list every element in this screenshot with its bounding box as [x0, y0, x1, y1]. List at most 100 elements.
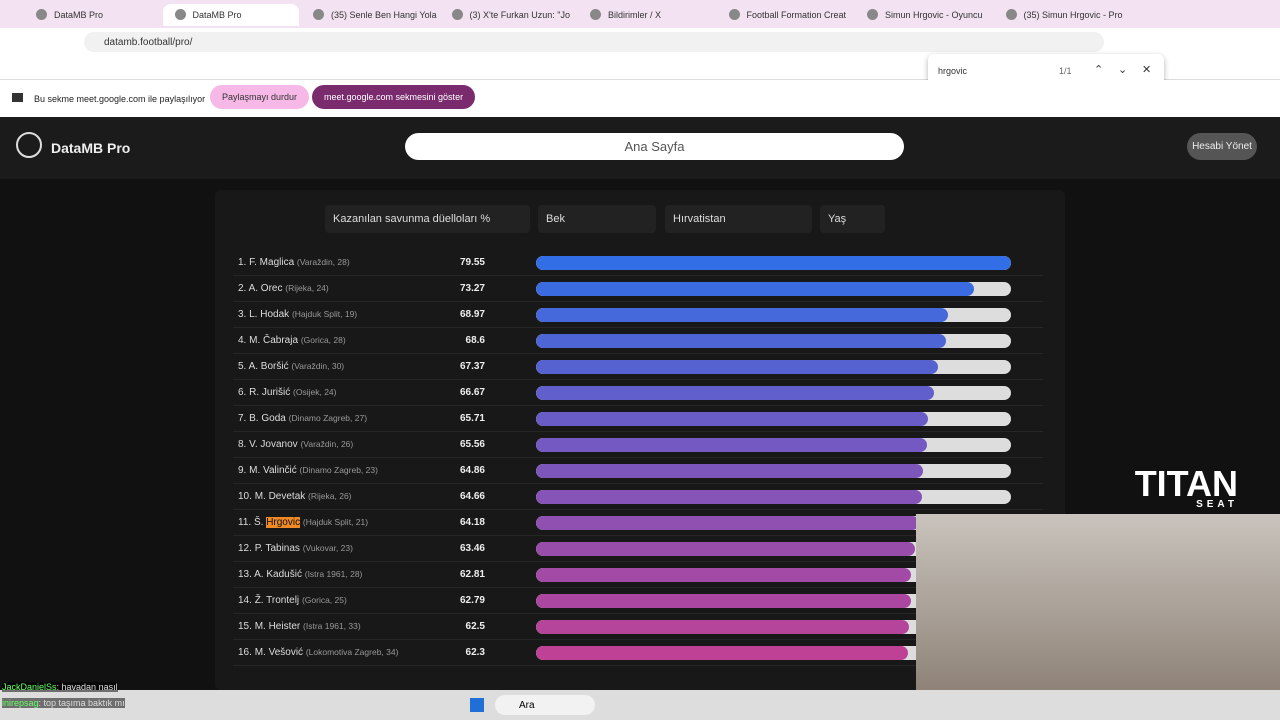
player-info: (Istra 1961, 33)	[303, 621, 361, 631]
player-name: A. Orec	[248, 283, 283, 294]
bar	[536, 256, 1011, 270]
find-next[interactable]: ⌄	[1118, 64, 1128, 76]
chat-message: : top taşıma baktık mı	[38, 698, 125, 708]
bar-track	[536, 620, 1011, 634]
rank: 11.	[238, 517, 252, 528]
webcam	[916, 514, 1280, 690]
stop-button[interactable]: Paylaşmayı durdur	[210, 85, 310, 109]
player-row[interactable]: 7. B. Goda (Dinamo Zagreb, 27) 65.71	[233, 406, 1043, 432]
player-info: (Dinamo Zagreb, 27)	[288, 413, 368, 423]
player-row[interactable]: 15. M. Heister (Istra 1961, 33) 62.5	[233, 614, 1043, 640]
player-label: 10. M. Devetak (Rijeka, 26)	[238, 491, 352, 502]
bar-track	[536, 646, 1011, 660]
share-text: Bu sekme meet.google.com ile paylaşılıyo…	[34, 94, 206, 104]
player-name: B. Goda	[249, 413, 286, 424]
rank: 15.	[238, 621, 252, 632]
find-count: 1/1	[1059, 66, 1072, 76]
find-prev[interactable]: ⌃	[1094, 64, 1104, 76]
start-button[interactable]	[470, 698, 484, 712]
bar	[536, 438, 928, 452]
account-button[interactable]: Hesabi Yönet	[1187, 133, 1257, 160]
player-row[interactable]: 10. M. Devetak (Rijeka, 26) 64.66	[233, 484, 1043, 510]
logo-sub: SEAT	[1196, 499, 1238, 510]
player-label: 11. Š. Hrgovic (Hajduk Split, 21)	[238, 517, 368, 528]
player-row[interactable]: 6. R. Jurišić (Osijek, 24) 66.67	[233, 380, 1043, 406]
player-value: 73.27	[459, 283, 485, 294]
bar	[536, 334, 946, 348]
tab[interactable]: (3) X'te Furkan Uzun: "Jo	[440, 4, 576, 26]
player-info: (Rijeka, 24)	[285, 283, 329, 293]
bar-track	[536, 568, 1011, 582]
brand[interactable]: DataMB Pro	[51, 140, 131, 156]
player-value: 62.3	[465, 647, 485, 658]
tab[interactable]: Football Formation Creat	[717, 4, 853, 26]
filter-dropdown[interactable]: Hırvatistan	[665, 205, 812, 233]
tab[interactable]: (35) Simun Hrgovic - Pro	[994, 4, 1130, 26]
player-row[interactable]: 3. L. Hodak (Hajduk Split, 19) 68.97	[233, 302, 1043, 328]
player-value: 63.46	[459, 543, 485, 554]
player-row[interactable]: 8. V. Jovanov (Varaždin, 26) 65.56	[233, 432, 1043, 458]
player-row[interactable]: 1. F. Maglica (Varaždin, 28) 79.55	[233, 250, 1043, 276]
player-label: 1. F. Maglica (Varaždin, 28)	[238, 257, 350, 268]
bar-track	[536, 334, 1011, 348]
bar-track	[536, 438, 1011, 452]
rank: 1.	[238, 257, 247, 268]
rank: 16.	[238, 647, 252, 658]
rank: 5.	[238, 361, 247, 372]
player-row[interactable]: 13. A. Kadušić (Istra 1961, 28) 62.81	[233, 562, 1043, 588]
bar-track	[536, 412, 1011, 426]
taskbar: Ara	[0, 690, 1280, 720]
show-button[interactable]: meet.google.com sekmesini göster	[312, 85, 476, 109]
bar-track	[536, 256, 1011, 270]
tab[interactable]: Bildirimler / X	[578, 4, 714, 26]
filter-dropdown[interactable]: Yaş	[820, 205, 885, 233]
player-row[interactable]: 16. M. Vešović (Lokomotiva Zagreb, 34) 62…	[233, 640, 1043, 666]
player-name: A. Kadušić	[254, 569, 302, 580]
player-row[interactable]: 12. P. Tabinas (Vukovar, 23) 63.46	[233, 536, 1043, 562]
tab[interactable]: DataMB Pro	[24, 4, 160, 26]
player-value: 66.67	[459, 387, 485, 398]
address-bar[interactable]: datamb.football/pro/	[84, 32, 1104, 52]
bar	[536, 412, 929, 426]
player-name: A. Boršić	[248, 361, 289, 372]
rank: 14.	[238, 595, 252, 606]
search-box[interactable]: Ana Sayfa	[405, 133, 904, 160]
player-label: 6. R. Jurišić (Osijek, 24)	[238, 387, 337, 398]
tab[interactable]: Simun Hrgovic - Oyuncu	[855, 4, 991, 26]
bar	[536, 516, 920, 530]
player-row[interactable]: 9. M. Valinčić (Dinamo Zagreb, 23) 64.86	[233, 458, 1043, 484]
filter-dropdown[interactable]: Bek	[538, 205, 656, 233]
player-row[interactable]: 4. M. Čabraja (Gorica, 28) 68.6	[233, 328, 1043, 354]
player-row[interactable]: 11. Š. Hrgovic (Hajduk Split, 21) 64.18	[233, 510, 1043, 536]
find-close[interactable]: ✕	[1142, 64, 1152, 76]
player-name: Ž. Trontelj	[254, 595, 300, 606]
find-query[interactable]: hrgovic	[938, 66, 968, 76]
taskbar-search[interactable]: Ara	[495, 695, 595, 715]
tab[interactable]: (35) Senle Ben Hangi Yola	[301, 4, 437, 26]
player-row[interactable]: 5. A. Boršić (Varaždin, 30) 67.37	[233, 354, 1043, 380]
player-info: (Hajduk Split, 19)	[291, 309, 358, 319]
bar-track	[536, 282, 1011, 296]
bar-track	[536, 594, 1011, 608]
bar	[536, 490, 923, 504]
player-name: M. Vešović	[254, 647, 304, 658]
player-value: 79.55	[459, 257, 485, 268]
player-label: 5. A. Boršić (Varaždin, 30)	[238, 361, 344, 372]
rank: 7.	[238, 413, 247, 424]
bar	[536, 282, 974, 296]
rank: 12.	[238, 543, 252, 554]
tab[interactable]: DataMB Pro	[162, 4, 299, 26]
player-info: (Gorica, 28)	[300, 335, 346, 345]
player-name: M. Čabraja	[249, 335, 299, 346]
player-row[interactable]: 14. Ž. Trontelj (Gorica, 25) 62.79	[233, 588, 1043, 614]
player-value: 64.18	[459, 517, 485, 528]
bar	[536, 386, 935, 400]
player-value: 68.97	[459, 309, 485, 320]
player-row[interactable]: 2. A. Orec (Rijeka, 24) 73.27	[233, 276, 1043, 302]
chat-user: JackDanielSs	[2, 682, 57, 692]
bar-track	[536, 490, 1011, 504]
filter-dropdown[interactable]: Kazanılan savunma düelloları %	[325, 205, 530, 233]
player-info: (Gorica, 25)	[301, 595, 347, 605]
player-label: 4. M. Čabraja (Gorica, 28)	[238, 335, 346, 346]
